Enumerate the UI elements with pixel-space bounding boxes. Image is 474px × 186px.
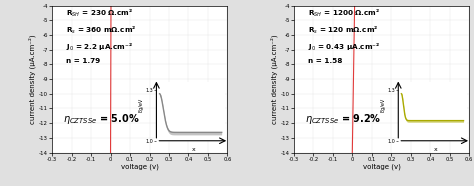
Text: R$_s$ = 360 mΩ.cm²: R$_s$ = 360 mΩ.cm² — [66, 25, 137, 36]
Text: R$_{SH}$ = 230 Ω.cm²: R$_{SH}$ = 230 Ω.cm² — [66, 8, 133, 19]
Text: J$_0$ = 2.2 μA.cm⁻²: J$_0$ = 2.2 μA.cm⁻² — [66, 42, 133, 53]
Y-axis label: current density (μA.cm⁻²): current density (μA.cm⁻²) — [29, 34, 36, 124]
Y-axis label: current density (μA.cm⁻²): current density (μA.cm⁻²) — [271, 34, 278, 124]
X-axis label: voltage (v): voltage (v) — [121, 163, 159, 170]
X-axis label: voltage (v): voltage (v) — [363, 163, 401, 170]
Text: n = 1.58: n = 1.58 — [308, 58, 342, 65]
Text: n = 1.79: n = 1.79 — [66, 58, 100, 65]
Text: R$_s$ = 120 mΩ.cm²: R$_s$ = 120 mΩ.cm² — [308, 25, 378, 36]
Text: R$_{SH}$ = 1200 Ω.cm²: R$_{SH}$ = 1200 Ω.cm² — [308, 8, 380, 19]
Text: $\eta_{CZTSSe}$ = 5.0%: $\eta_{CZTSSe}$ = 5.0% — [63, 112, 139, 126]
Text: J$_0$ = 0.43 μA.cm⁻²: J$_0$ = 0.43 μA.cm⁻² — [308, 42, 380, 53]
Text: $\eta_{CZTSSe}$ = 9.2%: $\eta_{CZTSSe}$ = 9.2% — [304, 112, 381, 126]
